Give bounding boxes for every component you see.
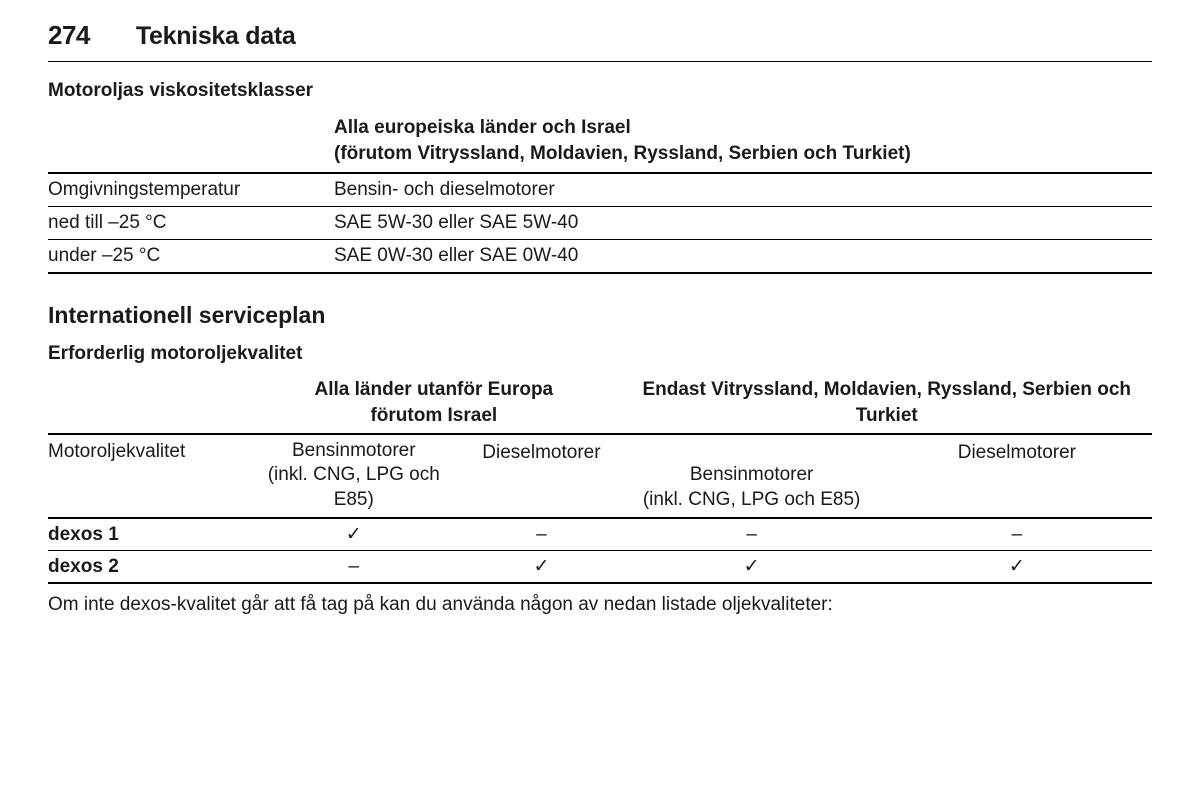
quality-petrol1-line1: Bensinmotorer — [292, 440, 416, 461]
quality-row-1-c3: ✓ — [882, 550, 1152, 582]
page: 274 Tekniska data Motoroljas viskositets… — [0, 0, 1200, 656]
quality-table: Alla länder utanför Europa förutom Israe… — [48, 373, 1152, 583]
viscosity-table: Alla europeiska länder och Israel (förut… — [48, 110, 1152, 274]
viscosity-row-0-value: SAE 5W-30 eller SAE 5W-40 — [334, 207, 1152, 240]
quality-col-label: Motoroljekvalitet — [48, 441, 185, 462]
quality-row-1: dexos 2 – ✓ ✓ ✓ — [48, 550, 1152, 582]
viscosity-heading: Motoroljas viskositetsklasser — [48, 80, 1152, 102]
quality-group1-line2: förutom Israel — [370, 405, 497, 426]
viscosity-engine-header: Bensin- och dieselmotorer — [334, 173, 1152, 206]
viscosity-region-2: (förutom Vitryssland, Moldavien, Rysslan… — [334, 143, 911, 164]
viscosity-row-1-label: under –25 °C — [48, 240, 334, 273]
quality-diesel1: Dieselmotorer — [482, 442, 600, 463]
viscosity-row-1-value: SAE 0W-30 eller SAE 0W-40 — [334, 240, 1152, 273]
quality-diesel2: Dieselmotorer — [958, 442, 1076, 463]
quality-row-1-c0: – — [246, 550, 461, 582]
page-header: 274 Tekniska data — [48, 20, 1152, 62]
page-title: Tekniska data — [136, 22, 296, 51]
quality-row-0-c2: – — [622, 518, 882, 550]
quality-row-0: dexos 1 ✓ – – – — [48, 518, 1152, 550]
quality-heading: Erforderlig motoroljekvalitet — [48, 343, 1152, 365]
viscosity-row-0-label: ned till –25 °C — [48, 207, 334, 240]
viscosity-region-1: Alla europeiska länder och Israel — [334, 117, 631, 138]
quality-row-1-name: dexos 2 — [48, 550, 246, 582]
quality-petrol1-line2: (inkl. CNG, LPG och E85) — [268, 464, 440, 510]
quality-row-0-c1: – — [461, 518, 621, 550]
quality-group1-line1: Alla länder utanför Europa — [315, 379, 554, 400]
quality-row-0-c3: – — [882, 518, 1152, 550]
quality-petrol2-line1: Bensinmotorer — [690, 464, 814, 485]
quality-row-1-c2: ✓ — [622, 550, 882, 582]
quality-footnote: Om inte dexos-kvalitet går att få tag på… — [48, 594, 1152, 616]
quality-row-0-name: dexos 1 — [48, 518, 246, 550]
quality-group2: Endast Vitryssland, Moldavien, Ryssland,… — [642, 379, 1131, 426]
quality-row-0-c0: ✓ — [246, 518, 461, 550]
quality-row-1-c1: ✓ — [461, 550, 621, 582]
quality-petrol2-line2: (inkl. CNG, LPG och E85) — [643, 489, 861, 510]
viscosity-rowlabel-header: Omgivningstemperatur — [48, 173, 334, 206]
intl-heading: Internationell serviceplan — [48, 302, 1152, 329]
page-number: 274 — [48, 20, 90, 51]
